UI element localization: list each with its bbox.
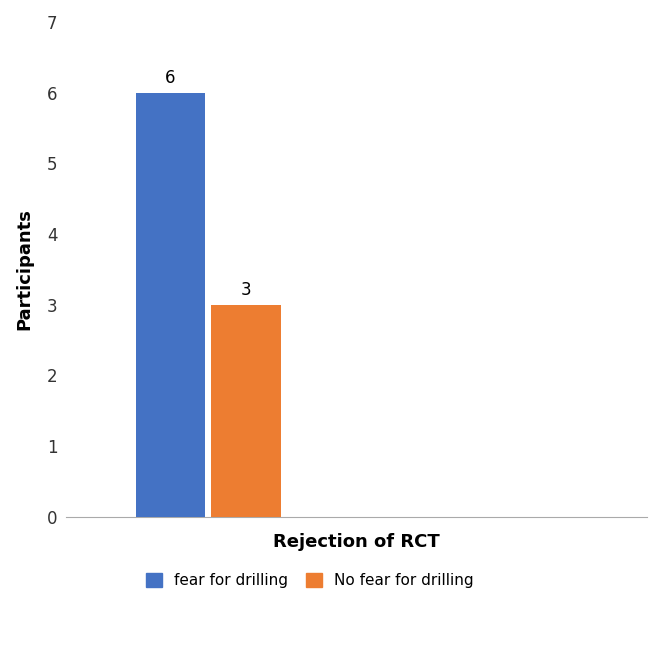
Bar xyxy=(211,304,281,517)
Text: 6: 6 xyxy=(166,69,175,87)
Bar xyxy=(136,93,205,517)
Text: 3: 3 xyxy=(241,281,252,299)
Legend: fear for drilling, No fear for drilling: fear for drilling, No fear for drilling xyxy=(146,573,473,588)
Y-axis label: Participants: Participants xyxy=(15,208,33,330)
X-axis label: Rejection of RCT: Rejection of RCT xyxy=(273,533,440,551)
